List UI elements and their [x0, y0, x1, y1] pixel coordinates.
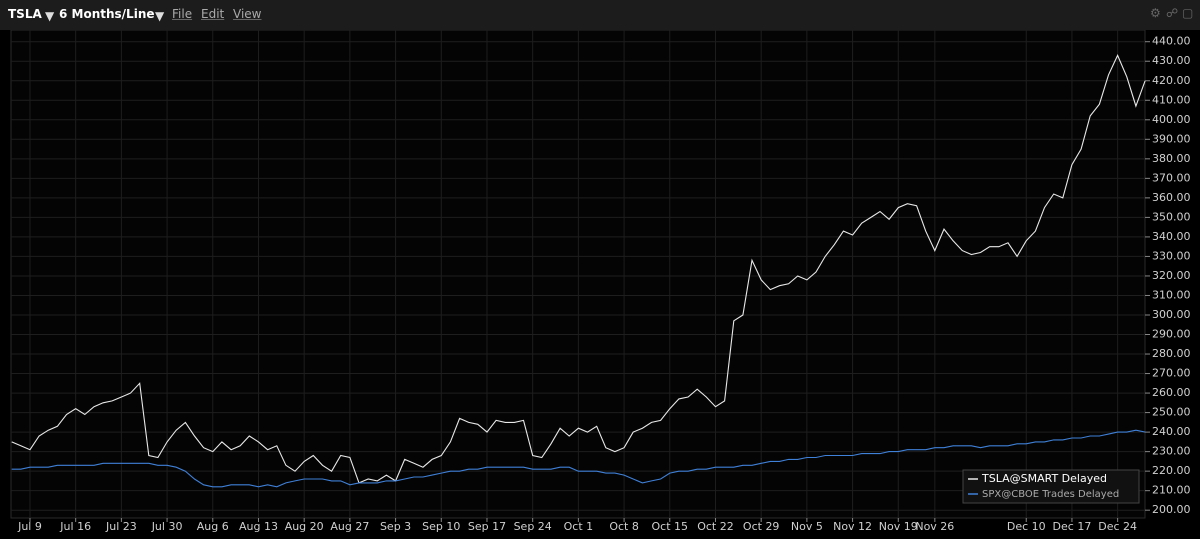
- y-tick-label: 220.00: [1152, 464, 1191, 477]
- legend-label: SPX@CBOE Trades Delayed: [982, 489, 1119, 500]
- period[interactable]: 6 Months/Line: [59, 7, 155, 21]
- x-tick-label: Nov 5: [791, 520, 823, 533]
- x-tick-label: Jul 23: [105, 520, 137, 533]
- x-tick-label: Nov 26: [915, 520, 954, 533]
- y-tick-label: 400.00: [1152, 113, 1191, 126]
- x-tick-label: Aug 13: [239, 520, 278, 533]
- x-tick-label: Aug 27: [330, 520, 369, 533]
- settings-icon[interactable]: ⚙: [1150, 6, 1161, 20]
- x-tick-label: Sep 24: [514, 520, 552, 533]
- y-tick-label: 310.00: [1152, 288, 1191, 301]
- x-tick-label: Oct 15: [652, 520, 689, 533]
- x-tick-label: Sep 3: [380, 520, 411, 533]
- link-icon[interactable]: ☍: [1166, 6, 1179, 20]
- chart: 200.00 210.00 220.00 230.00 240.00 250.00 260.…: [0, 30, 1200, 539]
- y-tick-label: 430.00: [1152, 54, 1191, 67]
- x-tick-label: Aug 20: [285, 520, 324, 533]
- x-tick-label: Oct 22: [697, 520, 734, 533]
- y-tick-label: 250.00: [1152, 406, 1191, 419]
- y-tick-label: 410.00: [1152, 93, 1191, 106]
- y-tick-label: 330.00: [1152, 249, 1191, 262]
- y-tick-label: 370.00: [1152, 171, 1191, 184]
- caret[interactable]: ▼: [45, 9, 55, 23]
- x-tick-label: Jul 30: [151, 520, 183, 533]
- series-line: [11, 429, 1146, 488]
- y-tick-label: 350.00: [1152, 210, 1191, 223]
- x-tick-label: Oct 1: [564, 520, 594, 533]
- y-tick-label: 340.00: [1152, 230, 1191, 243]
- x-tick-label: Aug 6: [197, 520, 229, 533]
- y-tick-label: 230.00: [1152, 445, 1191, 458]
- y-tick-label: 290.00: [1152, 328, 1191, 341]
- x-tick-label: Oct 8: [609, 520, 639, 533]
- y-tick-label: 260.00: [1152, 386, 1191, 399]
- x-tick-label: Dec 24: [1098, 520, 1137, 533]
- toolbar: TSLA ▼ 6 Months/Line ▼ File Edit View ⚙ …: [0, 0, 1200, 31]
- y-tick-label: 320.00: [1152, 269, 1191, 282]
- x-tick-label: Nov 19: [879, 520, 918, 533]
- x-tick-label: Jul 9: [17, 520, 42, 533]
- legend-box: [962, 469, 1140, 504]
- y-tick-label: 440.00: [1152, 35, 1191, 48]
- y-tick-label: 380.00: [1152, 152, 1191, 165]
- x-tick-label: Nov 12: [833, 520, 872, 533]
- x-tick-label: Dec 17: [1053, 520, 1092, 533]
- y-tick-label: 280.00: [1152, 347, 1191, 360]
- x-tick-label: Jul 16: [59, 520, 91, 533]
- x-tick-label: Sep 10: [422, 520, 460, 533]
- y-tick-label: 300.00: [1152, 308, 1191, 321]
- caret[interactable]: ▼: [155, 9, 165, 23]
- menu-item[interactable]: Edit: [201, 7, 225, 21]
- legend-label: TSLA@SMART Delayed: [981, 472, 1107, 485]
- x-tick-label: Oct 29: [743, 520, 780, 533]
- menu-item[interactable]: View: [233, 7, 262, 21]
- legend: TSLA@SMART Delayed SPX@CBOE Trades Delaye…: [962, 469, 1140, 504]
- series-line: [11, 54, 1146, 484]
- y-tick-label: 210.00: [1152, 484, 1191, 497]
- y-tick-label: 270.00: [1152, 367, 1191, 380]
- menu-item[interactable]: File: [172, 7, 193, 21]
- y-tick-label: 200.00: [1152, 503, 1191, 516]
- y-tick-label: 390.00: [1152, 132, 1191, 145]
- x-tick-label: Sep 17: [468, 520, 506, 533]
- x-tick-label: Dec 10: [1007, 520, 1046, 533]
- y-tick-label: 360.00: [1152, 191, 1191, 204]
- y-tick-label: 240.00: [1152, 425, 1191, 438]
- maximize-icon[interactable]: ▢: [1182, 6, 1194, 20]
- y-tick-label: 420.00: [1152, 74, 1191, 87]
- symbol[interactable]: TSLA: [8, 7, 42, 21]
